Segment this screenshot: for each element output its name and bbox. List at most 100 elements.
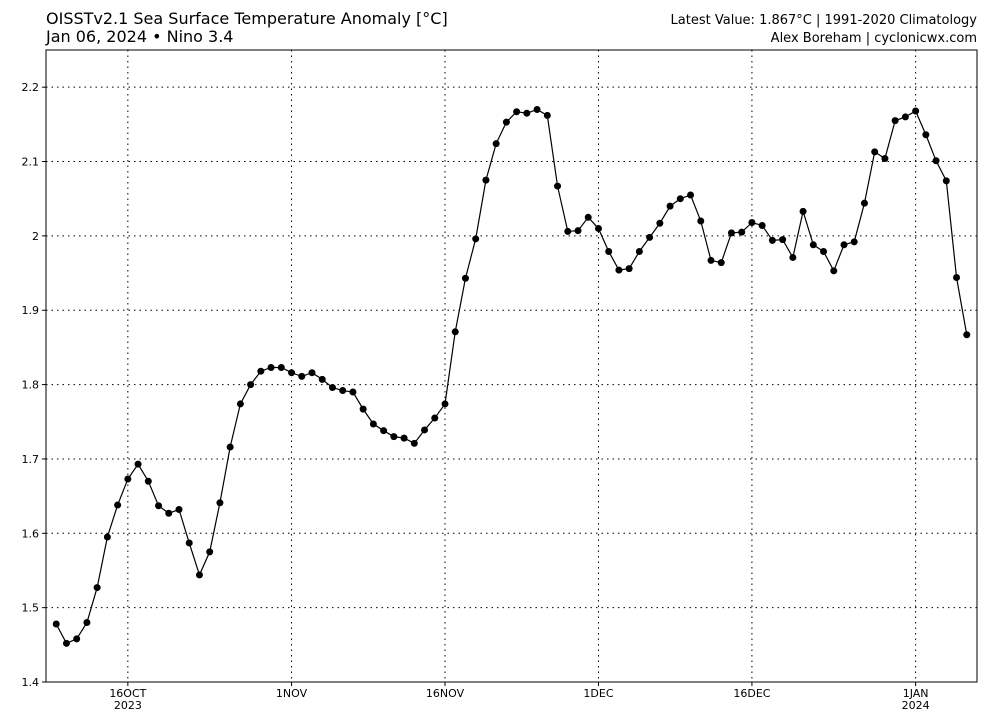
data-line — [55, 108, 968, 645]
y-tick-label: 1.9 — [22, 304, 40, 317]
x-tick-year: 2023 — [114, 699, 142, 712]
data-point — [789, 253, 797, 261]
data-point — [615, 266, 623, 274]
data-point — [635, 247, 643, 255]
data-point — [523, 109, 531, 117]
data-point — [922, 131, 930, 139]
data-point — [584, 213, 592, 221]
data-point — [185, 539, 193, 547]
data-point — [799, 207, 807, 215]
data-point — [277, 363, 285, 371]
data-point — [758, 221, 766, 229]
data-point — [717, 259, 725, 267]
data-point — [656, 219, 664, 227]
data-point — [963, 331, 971, 339]
data-point — [308, 369, 316, 377]
data-point — [912, 107, 920, 115]
data-point — [144, 477, 152, 485]
data-point — [421, 426, 429, 434]
data-point — [574, 227, 582, 235]
data-point — [349, 388, 357, 396]
y-tick-label: 2 — [32, 230, 39, 243]
chart-subtitle: Jan 06, 2024 • Nino 3.4 — [45, 27, 233, 46]
data-point — [676, 195, 684, 203]
data-point — [533, 105, 541, 113]
data-point — [257, 367, 265, 375]
data-point — [451, 328, 459, 336]
data-point — [666, 202, 674, 210]
data-point — [472, 235, 480, 243]
data-point — [226, 443, 234, 451]
data-point — [288, 369, 296, 377]
x-tick-label: 16NOV — [426, 687, 465, 700]
data-point — [369, 420, 377, 428]
data-point — [441, 400, 449, 408]
data-point — [114, 501, 122, 509]
y-tick-label: 1.6 — [22, 527, 40, 540]
data-point — [93, 584, 101, 592]
y-tick-label: 1.4 — [22, 676, 40, 689]
x-tick-year: 2024 — [902, 699, 930, 712]
data-point — [359, 405, 367, 413]
data-point — [247, 381, 255, 389]
data-point — [942, 177, 950, 185]
data-point — [155, 502, 163, 510]
data-point — [727, 229, 735, 237]
x-tick-label: 1DEC — [583, 687, 613, 700]
data-point — [891, 117, 899, 125]
data-point — [134, 460, 142, 468]
data-point — [165, 509, 173, 517]
data-point — [871, 148, 879, 156]
data-point — [400, 434, 408, 442]
data-point — [52, 620, 60, 628]
data-point — [175, 506, 183, 514]
right-title: Latest Value: 1.867°C | 1991-2020 Climat… — [671, 13, 978, 28]
data-point — [83, 619, 91, 627]
data-point — [554, 182, 562, 190]
data-point — [103, 533, 111, 541]
data-point — [328, 384, 336, 392]
data-point — [748, 218, 756, 226]
data-point — [410, 439, 418, 447]
data-point — [216, 499, 224, 507]
data-point — [881, 155, 889, 163]
data-point — [339, 387, 347, 395]
data-point — [318, 375, 326, 383]
data-point — [768, 236, 776, 244]
data-point — [543, 111, 551, 119]
plot-frame — [45, 49, 978, 683]
data-point — [860, 199, 868, 207]
data-point — [605, 247, 613, 255]
data-point — [809, 241, 817, 249]
data-point — [124, 475, 132, 483]
data-point — [62, 639, 70, 647]
data-point — [707, 256, 715, 264]
y-tick-label: 1.8 — [22, 379, 40, 392]
data-point — [687, 191, 695, 199]
data-point — [267, 363, 275, 371]
data-point — [738, 228, 746, 236]
data-point — [840, 241, 848, 249]
data-point — [513, 108, 521, 116]
data-point — [206, 548, 214, 556]
x-tick-label: 1NOV — [276, 687, 308, 700]
data-point — [850, 238, 858, 246]
data-point — [461, 274, 469, 282]
x-tick-label: 1JAN — [903, 687, 929, 700]
data-point — [298, 372, 306, 380]
x-tick-label: 16DEC — [733, 687, 770, 700]
data-point — [195, 571, 203, 579]
data-point — [73, 635, 81, 643]
data-point — [932, 157, 940, 165]
y-tick-label: 1.5 — [22, 602, 40, 615]
chart-title: OISSTv2.1 Sea Surface Temperature Anomal… — [46, 9, 448, 28]
data-point — [901, 113, 909, 121]
x-tick-label: 16OCT — [109, 687, 146, 700]
data-point — [564, 227, 572, 235]
data-point — [390, 433, 398, 441]
data-point — [431, 414, 439, 422]
data-point — [646, 233, 654, 241]
data-point — [492, 140, 500, 148]
data-point — [830, 267, 838, 275]
